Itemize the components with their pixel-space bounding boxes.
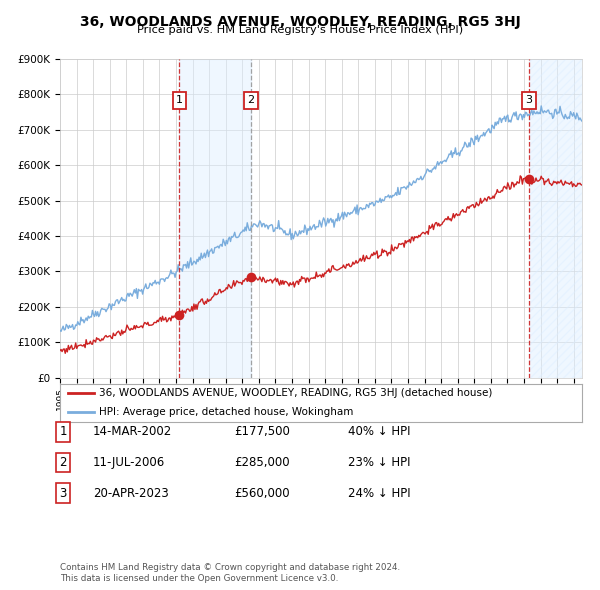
Text: HPI: Average price, detached house, Wokingham: HPI: Average price, detached house, Woki…: [99, 407, 353, 417]
Text: £177,500: £177,500: [234, 425, 290, 438]
Text: Contains HM Land Registry data © Crown copyright and database right 2024.: Contains HM Land Registry data © Crown c…: [60, 563, 400, 572]
Text: Price paid vs. HM Land Registry's House Price Index (HPI): Price paid vs. HM Land Registry's House …: [137, 25, 463, 35]
Text: £560,000: £560,000: [234, 487, 290, 500]
Text: 40% ↓ HPI: 40% ↓ HPI: [348, 425, 410, 438]
Bar: [179, 59, 251, 378]
Text: 3: 3: [526, 96, 532, 106]
Text: 20-APR-2023: 20-APR-2023: [93, 487, 169, 500]
Text: £285,000: £285,000: [234, 456, 290, 469]
Text: 2: 2: [248, 96, 254, 106]
Text: 14-MAR-2002: 14-MAR-2002: [93, 425, 172, 438]
Text: This data is licensed under the Open Government Licence v3.0.: This data is licensed under the Open Gov…: [60, 574, 338, 583]
Text: 36, WOODLANDS AVENUE, WOODLEY, READING, RG5 3HJ: 36, WOODLANDS AVENUE, WOODLEY, READING, …: [80, 15, 520, 29]
Text: 24% ↓ HPI: 24% ↓ HPI: [348, 487, 410, 500]
Text: 36, WOODLANDS AVENUE, WOODLEY, READING, RG5 3HJ (detached house): 36, WOODLANDS AVENUE, WOODLEY, READING, …: [99, 388, 493, 398]
Text: 3: 3: [59, 487, 67, 500]
Text: 1: 1: [59, 425, 67, 438]
Text: 11-JUL-2006: 11-JUL-2006: [93, 456, 165, 469]
Bar: [529, 59, 582, 378]
Text: 1: 1: [176, 96, 183, 106]
Text: 2: 2: [59, 456, 67, 469]
Text: 23% ↓ HPI: 23% ↓ HPI: [348, 456, 410, 469]
